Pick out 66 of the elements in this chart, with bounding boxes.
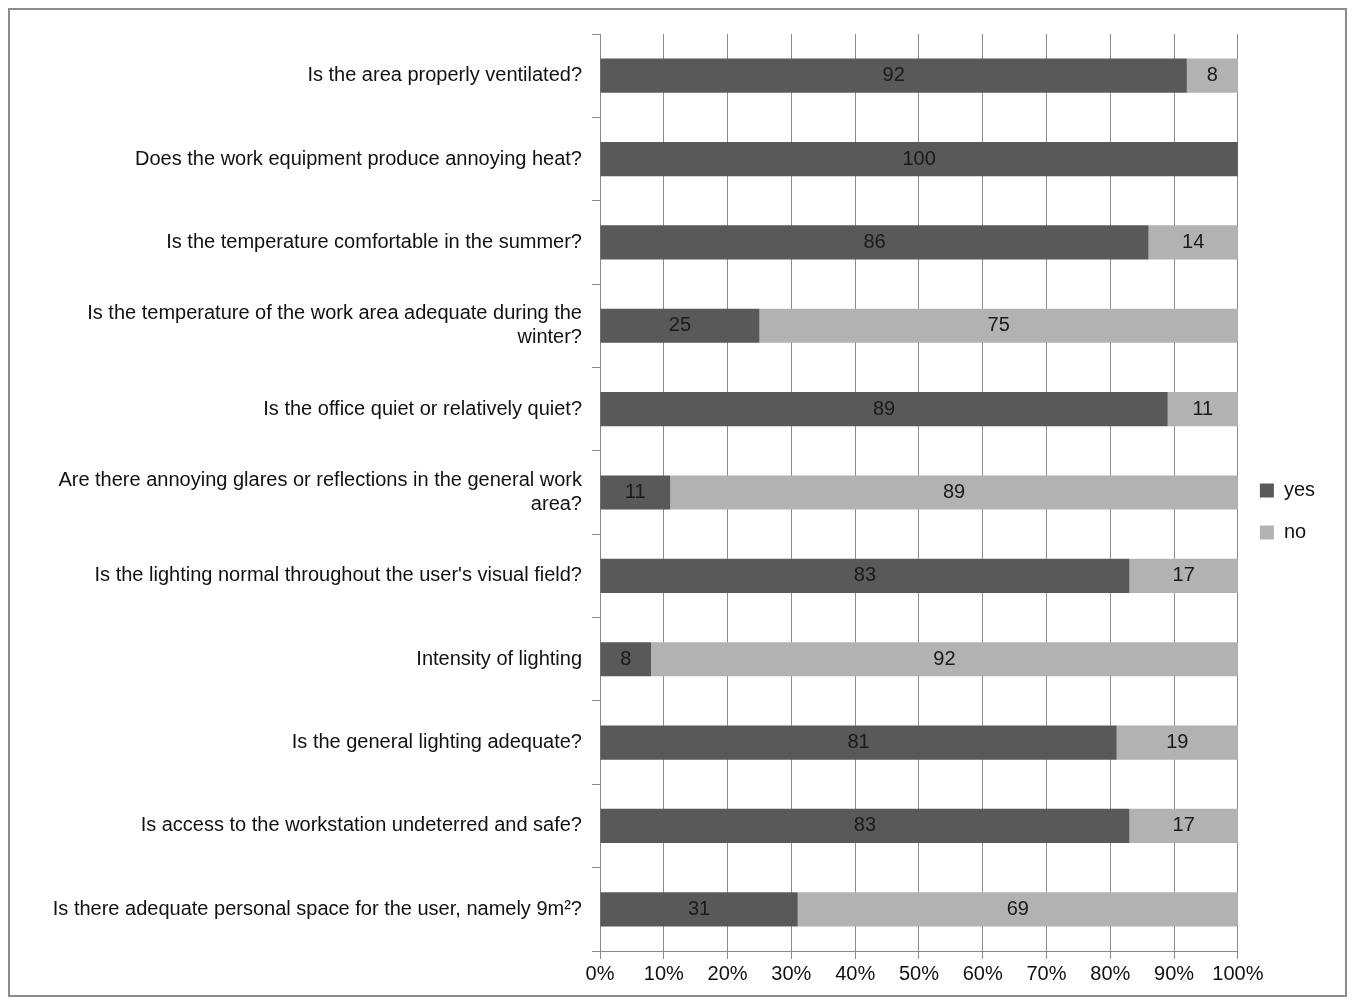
- bar: [600, 475, 671, 510]
- legend-label: no: [1283, 520, 1307, 543]
- x-tick-label: 10%: [643, 961, 685, 984]
- x-tick-label: 90%: [1154, 961, 1195, 984]
- x-tick-label: 100%: [1212, 961, 1264, 984]
- bar: [600, 642, 652, 677]
- y-tick-label: Is the general lighting adequate?: [291, 730, 582, 753]
- bar: [600, 225, 1149, 260]
- data-label: 81: [847, 730, 870, 753]
- bar: [1129, 808, 1238, 844]
- y-tick-label: Is the office quiet or relatively quiet?: [263, 396, 582, 419]
- x-tick-label: 80%: [1090, 961, 1131, 984]
- bar: [600, 392, 1168, 427]
- y-tick-label: Intensity of lighting: [416, 646, 582, 669]
- bar: [1186, 58, 1238, 93]
- bar: [759, 308, 1238, 343]
- y-tick-label: Is access to the workstation undeterred and safe?: [140, 813, 582, 836]
- data-label: 75: [987, 313, 1010, 336]
- y-tick-label: Is there adequate personal space for the user, namely 9m²?: [52, 896, 582, 919]
- data-label: 17: [1172, 813, 1195, 836]
- bar: [600, 141, 1238, 177]
- data-label: 89: [942, 480, 966, 503]
- y-tick-label: Does the work equipment produce annoying heat?: [135, 146, 582, 169]
- data-label: 86: [863, 229, 886, 252]
- x-tick-label: 40%: [835, 961, 876, 984]
- data-label: 11: [1192, 396, 1214, 419]
- bar: [600, 892, 798, 927]
- data-label: 17: [1172, 563, 1195, 586]
- bar: [600, 808, 1130, 844]
- data-label: 89: [872, 396, 896, 419]
- data-label: 8: [1206, 63, 1218, 86]
- data-label: 8: [620, 646, 632, 669]
- data-label: 14: [1182, 229, 1205, 252]
- x-tick-label: 30%: [771, 961, 812, 984]
- data-label: 83: [853, 813, 877, 836]
- bar: [600, 308, 760, 343]
- bar: [600, 58, 1187, 93]
- bar: [797, 892, 1238, 927]
- x-tick-label: 60%: [962, 961, 1003, 984]
- bar: [1116, 725, 1238, 760]
- bar: [1167, 392, 1238, 427]
- y-tick-label: Is the area properly ventilated?: [307, 63, 582, 86]
- x-tick-label: 50%: [898, 961, 940, 984]
- data-label: 69: [1006, 896, 1029, 919]
- y-tick-label: Is the temperature comfortable in the summer?: [166, 229, 582, 252]
- bar: [1129, 558, 1238, 593]
- bar: [651, 642, 1238, 677]
- y-tick-label: Are there annoying glares or reflections in the general work area?: [58, 468, 583, 515]
- x-tick-label: 0%: [585, 961, 615, 984]
- data-label: 31: [688, 896, 711, 919]
- bar: [1148, 225, 1238, 260]
- x-tick-label: 20%: [707, 961, 748, 984]
- x-tick-label: 70%: [1026, 961, 1067, 984]
- y-tick-label: Is the temperature of the work area adequate during the winter?: [87, 301, 582, 348]
- bar: [670, 475, 1238, 510]
- bar: [600, 558, 1130, 593]
- data-label: 92: [933, 646, 956, 669]
- legend-label: yes: [1283, 478, 1315, 501]
- data-label: 11: [624, 480, 646, 503]
- data-label: 19: [1166, 730, 1189, 753]
- y-tick-label: Is the lighting normal throughout the user's visual field?: [94, 563, 582, 586]
- data-label: 83: [853, 563, 877, 586]
- data-label: 25: [668, 313, 692, 336]
- data-label: 92: [882, 63, 905, 86]
- data-label: 100: [902, 146, 936, 169]
- bar: [600, 725, 1117, 760]
